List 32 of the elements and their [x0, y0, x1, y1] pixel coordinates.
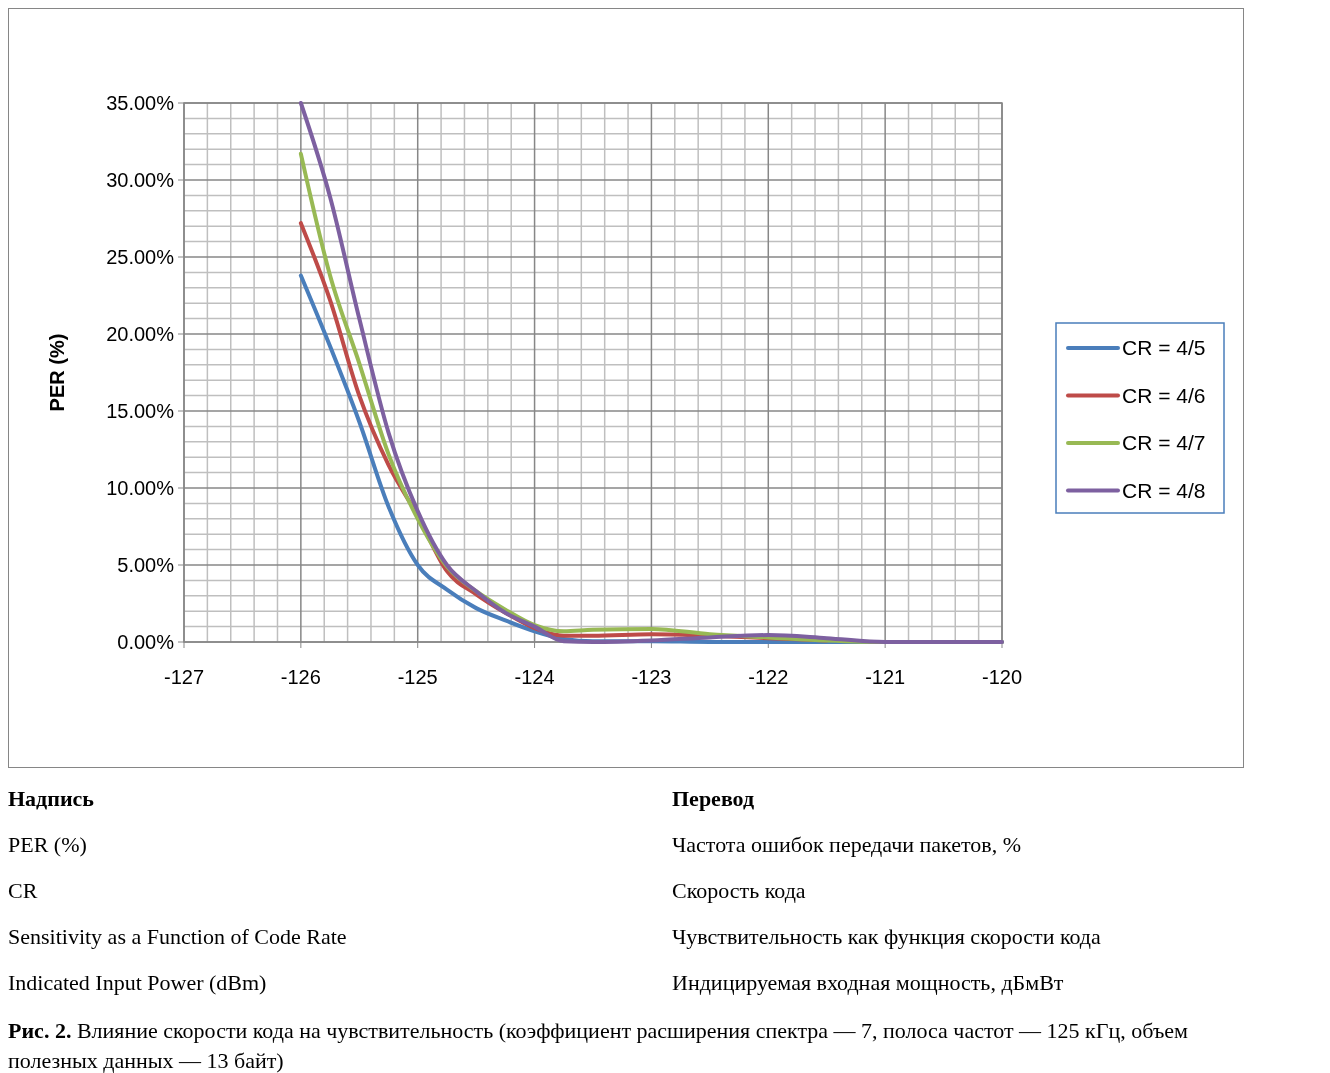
x-tick-label: -123 [631, 666, 672, 688]
legend-label: CR = 4/7 [1122, 431, 1206, 455]
text: Рис. 2. [8, 1018, 72, 1043]
y-tick-label: 0.00% [117, 631, 175, 653]
text: Надпись [8, 786, 95, 813]
x-tick-label: -125 [397, 666, 438, 688]
legend-label: CR = 4/8 [1122, 478, 1206, 502]
text: Перевод [672, 786, 755, 813]
x-tick-label: -121 [865, 666, 906, 688]
x-tick-label: -124 [514, 666, 555, 688]
text: Чувствительность как функция скорости кода [672, 924, 1101, 951]
x-tick-label: -122 [748, 666, 789, 688]
y-tick-label: 30.00% [106, 169, 175, 191]
text: PER (%) [8, 832, 88, 859]
y-tick-label: 20.00% [106, 323, 175, 345]
y-tick-label: 35.00% [106, 92, 175, 114]
text: Скорость кода [672, 878, 806, 905]
x-tick-label: -120 [981, 666, 1023, 688]
y-axis-title: PER (%) [46, 333, 68, 412]
x-tick-label: -126 [280, 666, 321, 688]
y-tick-label: 5.00% [117, 554, 175, 576]
text: Индицируемая входная мощность, дБмВт [672, 970, 1064, 997]
legend-label: CR = 4/5 [1122, 336, 1206, 360]
text: Indicated Input Power (dBm) [8, 970, 268, 997]
y-tick-label: 25.00% [106, 246, 175, 268]
legend-label: CR = 4/6 [1122, 383, 1206, 407]
y-tick-label: 10.00% [106, 477, 175, 499]
text: Sensitivity as a Function of Code Rate [8, 924, 348, 951]
y-tick-label: 15.00% [106, 400, 175, 422]
text: Частота ошибок передачи пакетов, % [672, 832, 1022, 859]
x-tick-label: -127 [163, 666, 205, 688]
text: CR [8, 878, 39, 905]
